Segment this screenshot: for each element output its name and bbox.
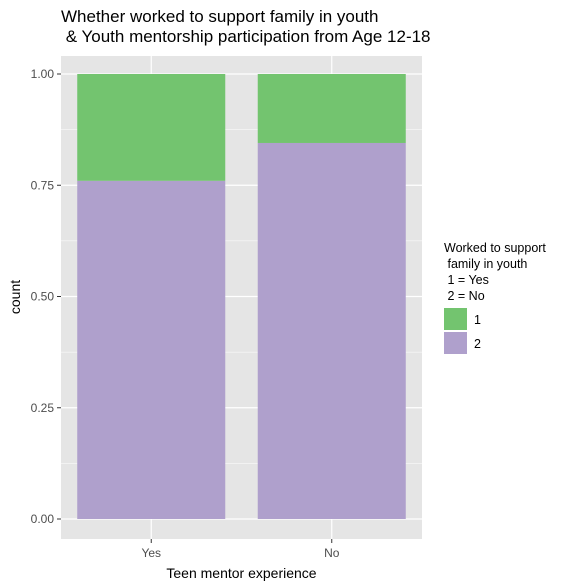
y-tick-label: 0.50 bbox=[31, 290, 55, 304]
bar-yes-series-1 bbox=[77, 74, 226, 181]
x-tick-label-yes: Yes bbox=[141, 546, 161, 560]
chart-title-line-2: & Youth mentorship participation from Ag… bbox=[61, 27, 431, 46]
legend: Worked to support family in youth 1 = Ye… bbox=[444, 241, 546, 354]
bar-no-series-2 bbox=[257, 142, 406, 519]
bar-no-series-1 bbox=[257, 74, 406, 143]
legend-title-line-2: family in youth bbox=[444, 257, 527, 271]
x-axis-title: Teen mentor experience bbox=[166, 565, 316, 581]
x-axis: Yes No bbox=[141, 539, 340, 560]
x-tick-label-no: No bbox=[324, 546, 340, 560]
y-axis: 0.00 0.25 0.50 0.75 1.00 bbox=[31, 67, 61, 526]
legend-title-line-4: 2 = No bbox=[444, 289, 485, 303]
legend-title-line-1: Worked to support bbox=[444, 241, 546, 255]
y-tick-label: 0.75 bbox=[31, 178, 55, 192]
legend-swatch-2 bbox=[444, 332, 467, 354]
chart-title-line-1: Whether worked to support family in yout… bbox=[61, 7, 378, 26]
y-tick-label: 1.00 bbox=[31, 67, 55, 81]
legend-title-line-3: 1 = Yes bbox=[444, 273, 489, 287]
legend-label-1: 1 bbox=[474, 313, 481, 327]
y-axis-title: count bbox=[7, 280, 23, 314]
legend-swatch-1 bbox=[444, 308, 467, 330]
bars bbox=[77, 74, 406, 520]
y-tick-label: 0.25 bbox=[31, 401, 55, 415]
y-tick-label: 0.00 bbox=[31, 512, 55, 526]
bar-yes-series-2 bbox=[77, 180, 226, 520]
legend-label-2: 2 bbox=[474, 337, 481, 351]
